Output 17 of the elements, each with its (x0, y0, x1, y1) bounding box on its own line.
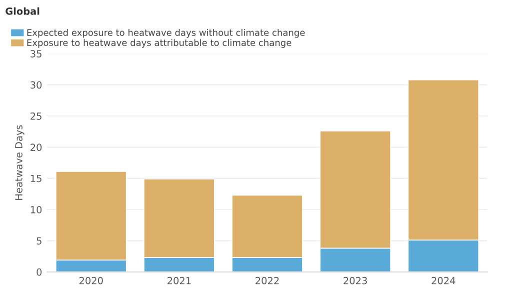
y-tick-label: 25 (30, 112, 42, 120)
y-tick-label: 15 (30, 174, 42, 182)
x-tick-label: 2021 (168, 276, 191, 284)
x-tick-label: 2024 (432, 276, 456, 284)
y-tick-label: 20 (30, 144, 42, 151)
text: Global (6, 7, 40, 15)
legend-label: Exposure to heatwave days attributable to climate change (27, 39, 292, 48)
x-tick-label: 2020 (79, 276, 103, 284)
y-axis-title: Heatwave Days (15, 125, 24, 200)
y-tick-label: 0 (36, 268, 42, 276)
legend-label: Expected exposure to heatwave days without climate change (27, 28, 305, 38)
x-tick-label: 2023 (344, 276, 367, 284)
y-tick-label: 30 (30, 81, 42, 89)
y-tick-label: 35 (30, 50, 42, 58)
y-tick-label: 10 (30, 206, 42, 214)
x-tick-label: 2022 (256, 276, 279, 284)
y-tick-label: 5 (36, 237, 42, 245)
